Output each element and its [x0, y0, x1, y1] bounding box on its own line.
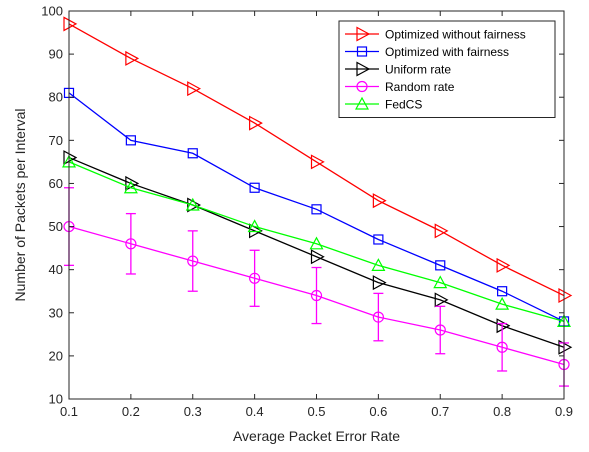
data-point: [63, 16, 78, 32]
series-4: [61, 154, 572, 327]
x-tick-label: 0.2: [122, 404, 140, 419]
series-line: [68, 92, 565, 322]
axis-ticks: 0.1 0.2 0.3 0.4 0.5 0.6 0.7 0.8 0.9 10 20 30 40 50 60 7…: [41, 4, 573, 420]
data-point: [63, 150, 78, 166]
y-tick-label: 50: [49, 219, 63, 234]
legend-marker: [356, 46, 368, 57]
data-point: [434, 324, 446, 336]
data-point: [310, 154, 325, 170]
legend-marker: [356, 61, 371, 77]
data-point: [123, 180, 138, 194]
y-tick-label: 20: [49, 348, 63, 363]
legend-label: Uniform rate: [385, 63, 451, 77]
x-tick-label: 0.8: [493, 404, 511, 419]
data-point: [125, 175, 140, 191]
data-point: [311, 204, 322, 215]
data-point: [249, 115, 263, 131]
data-point: [558, 288, 573, 304]
legend-marker: [356, 26, 371, 42]
data-point: [372, 311, 384, 323]
series-1: [63, 87, 570, 327]
legend-label: Optimized with fairness: [385, 45, 509, 59]
data-point: [435, 260, 446, 271]
data-point: [372, 275, 387, 291]
data-point: [249, 182, 260, 193]
legend-label: Random rate: [385, 80, 455, 94]
y-axis-title: Number of Packets per Interval: [12, 109, 28, 302]
data-point: [434, 223, 449, 239]
data-point: [496, 341, 508, 353]
data-point: [125, 238, 137, 250]
y-tick-label: 40: [49, 262, 63, 277]
data-point: [247, 219, 262, 233]
data-point: [433, 275, 448, 289]
data-point: [310, 249, 325, 265]
data-point: [125, 135, 136, 146]
data-point: [187, 255, 199, 267]
data-point: [373, 234, 384, 245]
x-tick-label: 0.9: [555, 404, 573, 419]
data-point: [497, 286, 508, 297]
x-tick-label: 0.4: [246, 404, 264, 419]
y-tick-label: 60: [49, 176, 63, 191]
data-point: [185, 197, 200, 211]
data-point: [249, 272, 261, 284]
data-point: [558, 339, 573, 355]
x-tick-label: 0.7: [431, 404, 449, 419]
legend: Optimized without fairness Optimized with…: [338, 20, 556, 118]
legend-marker: [356, 80, 368, 93]
series-line: [68, 23, 565, 297]
x-tick-label: 0.1: [60, 404, 78, 419]
data-point: [187, 81, 202, 97]
x-axis-title: Average Packet Error Rate: [233, 428, 400, 444]
data-point: [187, 148, 198, 159]
data-point: [125, 50, 140, 66]
y-tick-label: 10: [49, 392, 63, 407]
x-tick-label: 0.5: [307, 404, 325, 419]
data-point: [496, 318, 511, 334]
series-line: [68, 156, 565, 348]
y-tick-label: 70: [49, 133, 63, 148]
y-tick-label: 30: [49, 305, 63, 320]
legend-label: FedCS: [385, 98, 422, 112]
data-point: [434, 292, 449, 308]
series-line: [68, 161, 565, 323]
data-point: [310, 289, 323, 302]
legend-marker: [354, 96, 370, 110]
y-tick-label: 80: [49, 90, 63, 105]
y-tick-label: 100: [41, 4, 63, 19]
y-tick-label: 90: [49, 47, 63, 62]
series-0: [63, 16, 573, 304]
data-point: [371, 258, 386, 271]
x-tick-label: 0.6: [369, 404, 387, 419]
data-point: [372, 193, 387, 209]
data-point: [495, 296, 510, 310]
legend-label: Optimized without fairness: [385, 28, 526, 42]
data-point: [496, 257, 511, 273]
x-tick-label: 0.3: [184, 404, 202, 419]
data-point: [309, 236, 324, 250]
